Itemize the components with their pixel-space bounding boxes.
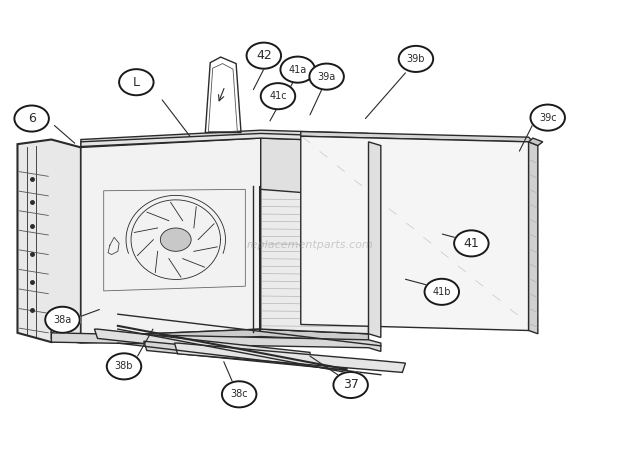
Polygon shape bbox=[301, 132, 533, 146]
Circle shape bbox=[222, 381, 257, 407]
Polygon shape bbox=[144, 341, 347, 370]
Circle shape bbox=[247, 43, 281, 69]
Circle shape bbox=[107, 353, 141, 379]
Circle shape bbox=[44, 306, 81, 334]
Polygon shape bbox=[174, 343, 405, 372]
Text: 41: 41 bbox=[464, 237, 479, 250]
Text: 38c: 38c bbox=[231, 389, 248, 400]
Circle shape bbox=[454, 230, 489, 257]
Circle shape bbox=[45, 307, 80, 333]
Circle shape bbox=[14, 105, 49, 132]
Text: 41c: 41c bbox=[269, 91, 287, 101]
Text: 38a: 38a bbox=[53, 315, 71, 325]
Text: L: L bbox=[133, 76, 140, 89]
Polygon shape bbox=[368, 142, 381, 337]
Circle shape bbox=[280, 56, 315, 83]
Text: 41a: 41a bbox=[288, 65, 307, 75]
Polygon shape bbox=[301, 136, 529, 330]
Circle shape bbox=[397, 45, 435, 73]
Text: 41b: 41b bbox=[433, 287, 451, 297]
Circle shape bbox=[221, 380, 258, 408]
Text: replacementparts.com: replacementparts.com bbox=[247, 240, 373, 250]
Circle shape bbox=[161, 228, 191, 251]
Text: 37: 37 bbox=[343, 378, 358, 392]
Polygon shape bbox=[529, 138, 542, 146]
Circle shape bbox=[279, 55, 316, 84]
Circle shape bbox=[119, 69, 154, 95]
Circle shape bbox=[246, 42, 282, 70]
Text: 39a: 39a bbox=[317, 71, 336, 82]
Polygon shape bbox=[261, 189, 368, 334]
Circle shape bbox=[118, 68, 155, 96]
Polygon shape bbox=[81, 130, 368, 148]
Polygon shape bbox=[529, 142, 538, 334]
Circle shape bbox=[105, 352, 143, 380]
Circle shape bbox=[423, 278, 460, 306]
Circle shape bbox=[334, 372, 368, 398]
Circle shape bbox=[425, 279, 459, 305]
Circle shape bbox=[13, 104, 50, 133]
Text: 6: 6 bbox=[28, 112, 35, 125]
Polygon shape bbox=[261, 138, 368, 334]
Text: 39c: 39c bbox=[539, 113, 557, 123]
Polygon shape bbox=[17, 140, 81, 342]
Polygon shape bbox=[94, 329, 310, 362]
Text: 38b: 38b bbox=[115, 361, 133, 371]
Circle shape bbox=[260, 82, 296, 110]
Text: 42: 42 bbox=[256, 49, 272, 62]
Circle shape bbox=[529, 104, 566, 132]
Circle shape bbox=[453, 229, 490, 258]
Polygon shape bbox=[51, 329, 368, 343]
Circle shape bbox=[531, 104, 565, 131]
Circle shape bbox=[399, 46, 433, 72]
Text: 39b: 39b bbox=[407, 54, 425, 64]
Circle shape bbox=[309, 63, 344, 90]
Polygon shape bbox=[51, 314, 381, 352]
Polygon shape bbox=[81, 133, 368, 147]
Circle shape bbox=[332, 371, 369, 399]
Circle shape bbox=[308, 63, 345, 91]
Polygon shape bbox=[81, 138, 261, 337]
Circle shape bbox=[261, 83, 295, 109]
